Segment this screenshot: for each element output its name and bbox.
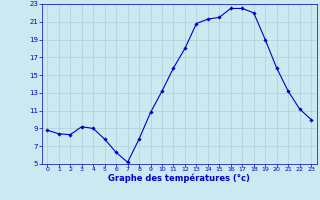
X-axis label: Graphe des températures (°c): Graphe des températures (°c) [108,174,250,183]
